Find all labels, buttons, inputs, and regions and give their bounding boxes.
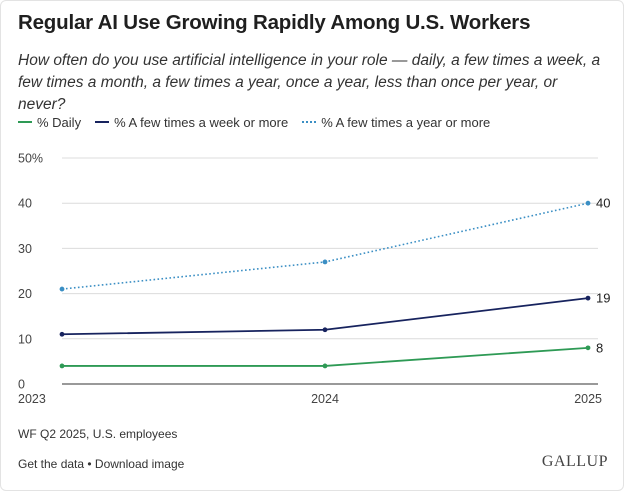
legend-swatch-weekly bbox=[95, 121, 110, 123]
end-value-label: 8 bbox=[596, 340, 603, 355]
series-line bbox=[61, 202, 589, 290]
chart-legend: % Daily % A few times a week or more % A… bbox=[18, 112, 504, 132]
legend-swatch-yearly bbox=[302, 121, 317, 123]
legend-item-daily: % Daily bbox=[18, 115, 81, 130]
data-point bbox=[585, 200, 591, 206]
data-point bbox=[59, 331, 65, 337]
x-tick-label: 2025 bbox=[574, 392, 602, 406]
footer-links: Get the data • Download image bbox=[18, 457, 184, 471]
legend-label-daily: % Daily bbox=[37, 114, 82, 130]
data-point bbox=[585, 345, 591, 351]
chart-title: Regular AI Use Growing Rapidly Among U.S… bbox=[18, 11, 531, 34]
legend-item-weekly: % A few times a week or more bbox=[95, 115, 288, 130]
data-point bbox=[322, 259, 328, 265]
legend-swatch-daily bbox=[18, 121, 32, 123]
data-point bbox=[322, 363, 328, 369]
y-tick-label: 50% bbox=[18, 152, 43, 166]
legend-label-yearly: % A few times a year or more bbox=[321, 114, 491, 130]
legend-label-weekly: % A few times a week or more bbox=[114, 114, 289, 130]
x-tick-label: 2024 bbox=[311, 392, 339, 406]
data-point bbox=[59, 363, 65, 369]
line-chart: 0 10 20 30 40 50% 2023 2024 2025 8 19 40 bbox=[18, 152, 610, 407]
y-tick-label: 20 bbox=[18, 287, 32, 301]
chart-subtitle: How often do you use artificial intellig… bbox=[18, 52, 601, 113]
data-point bbox=[322, 327, 328, 333]
source-note: WF Q2 2025, U.S. employees bbox=[18, 427, 178, 441]
x-tick-label: 2023 bbox=[18, 392, 46, 406]
download-image-link[interactable]: Download image bbox=[94, 457, 185, 471]
series-line bbox=[62, 346, 589, 367]
y-tick-label: 30 bbox=[18, 242, 32, 256]
y-tick-label: 40 bbox=[18, 197, 32, 211]
data-point bbox=[585, 295, 591, 301]
footer-separator: • bbox=[84, 457, 95, 471]
y-tick-label: 10 bbox=[18, 332, 32, 346]
end-value-label: 40 bbox=[596, 196, 610, 211]
gallup-logo: GALLUP bbox=[541, 453, 608, 470]
y-tick-label: 0 bbox=[18, 378, 25, 392]
get-data-link[interactable]: Get the data bbox=[18, 457, 85, 471]
end-value-label: 19 bbox=[596, 291, 610, 306]
data-point bbox=[59, 286, 65, 292]
legend-item-yearly: % A few times a year or more bbox=[302, 115, 490, 130]
